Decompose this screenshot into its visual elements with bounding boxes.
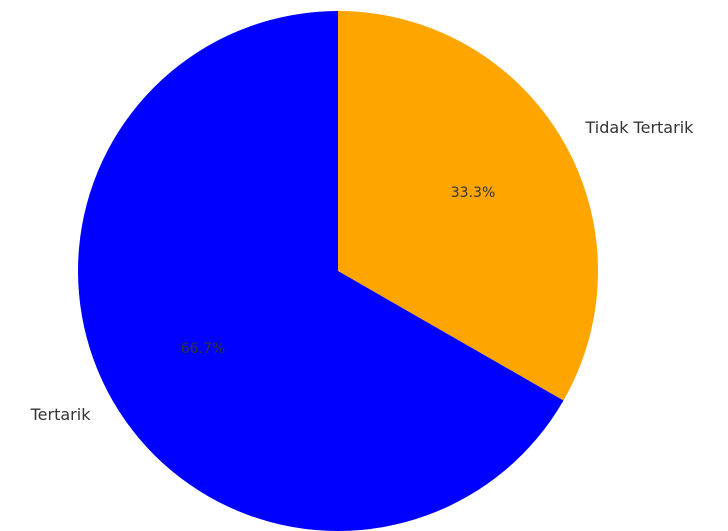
slice-label: Tidak Tertarik [585, 118, 695, 137]
pie-slices [78, 11, 599, 531]
slice-percent-label: 33.3% [451, 185, 495, 201]
slice-percent-label: 66.7% [181, 341, 225, 357]
pie-slice-tidak-tertarik [338, 11, 599, 401]
slice-label: Tertarik [30, 405, 92, 424]
pie-labels: Tidak Tertarik 33.3% Tertarik 66.7% [30, 118, 695, 424]
pie-slice-tertarik [78, 11, 564, 531]
